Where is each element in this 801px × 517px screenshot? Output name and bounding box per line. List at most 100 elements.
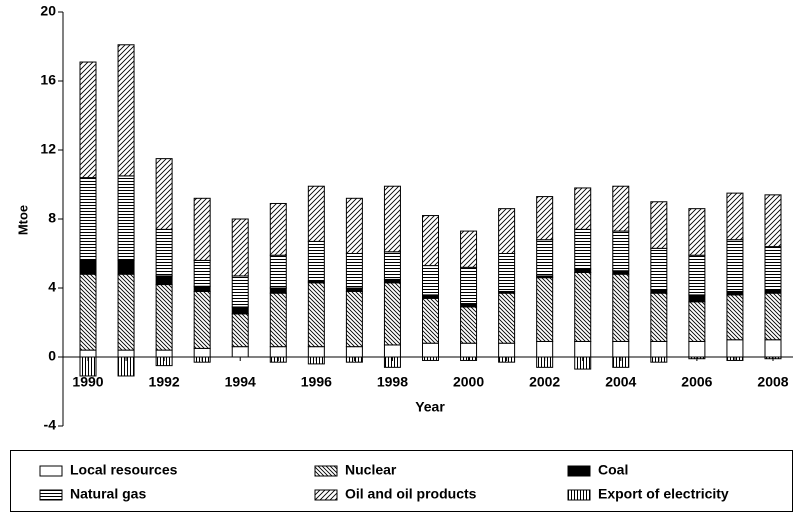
y-tick-label: 0 <box>48 348 56 364</box>
bar-segment <box>231 218 249 277</box>
y-tick-label: -4 <box>44 417 57 433</box>
bar-segment <box>612 185 630 232</box>
x-tick-label: 2006 <box>681 374 712 390</box>
bar-segment <box>726 192 744 241</box>
bar-segment <box>307 240 325 282</box>
x-tick-label: 2004 <box>605 374 636 390</box>
bar-segment <box>269 254 287 289</box>
bar-segment <box>117 175 135 261</box>
bar-segment <box>79 177 97 261</box>
bar-segment <box>460 342 478 358</box>
bar-segment <box>764 339 782 358</box>
y-tick-label: 8 <box>48 210 56 226</box>
bar-segment <box>193 347 211 358</box>
bar-segment <box>650 340 668 358</box>
y-tick-label: 20 <box>40 3 56 19</box>
bar-segment <box>726 239 744 292</box>
bar-segment <box>612 340 630 358</box>
legend-swatch <box>567 489 591 501</box>
bar-segment <box>422 294 439 299</box>
x-tick-label: 1990 <box>72 374 103 390</box>
bar-segment <box>193 197 211 261</box>
bar-segment <box>383 278 401 284</box>
bar-segment <box>460 266 478 305</box>
bar-segment <box>498 208 516 254</box>
bar-segment <box>498 253 516 292</box>
y-tick-label: 12 <box>40 141 56 157</box>
bar-segment <box>79 61 97 179</box>
bar-segment <box>79 349 97 358</box>
x-tick-label: 1992 <box>149 374 180 390</box>
bar-segment <box>193 259 211 287</box>
bar-segment <box>79 273 97 351</box>
y-axis-label: Mtoe <box>15 205 30 235</box>
bar-segment <box>383 282 401 346</box>
bar-segment <box>650 289 668 294</box>
bar-segment <box>422 297 439 344</box>
bar-segment <box>193 285 211 292</box>
x-tick-label: 1994 <box>225 374 256 390</box>
bar-segment <box>155 158 173 230</box>
bar-segment <box>155 228 173 277</box>
bar-segment <box>345 346 363 358</box>
x-axis-label: Year <box>415 399 445 415</box>
bar-segment <box>383 251 401 280</box>
legend-label: Coal <box>598 462 628 478</box>
bar-segment <box>117 259 135 275</box>
y-tick-label: 4 <box>48 279 56 295</box>
legend-label: Local resources <box>70 462 178 478</box>
bar-segment <box>688 301 706 342</box>
bar-segment <box>574 268 592 273</box>
legend-swatch <box>314 489 338 501</box>
bar-segment <box>726 339 744 358</box>
bar-segment <box>117 44 135 177</box>
bar-segment <box>345 287 363 292</box>
bar-segment <box>536 340 554 358</box>
bar-segment <box>345 197 363 255</box>
bar-segment <box>307 346 325 358</box>
y-tick-label: 16 <box>40 72 56 88</box>
bar-segment <box>155 284 173 351</box>
bar-segment <box>536 277 554 342</box>
bar-segment <box>688 254 706 296</box>
legend-label: Export of electricity <box>598 486 729 502</box>
bar-segment <box>726 294 744 341</box>
bar-segment <box>422 215 439 267</box>
legend-swatch <box>314 465 338 477</box>
bar-segment <box>612 273 630 342</box>
x-tick-label: 1996 <box>301 374 332 390</box>
bar-segment <box>536 239 554 277</box>
bar-segment <box>422 342 439 358</box>
legend-label: Oil and oil products <box>345 486 477 502</box>
bar-segment <box>688 208 706 256</box>
bar-segment <box>345 253 363 289</box>
legend-swatch <box>567 465 591 477</box>
bar-segment <box>574 228 592 270</box>
bar-segment <box>726 290 744 296</box>
x-tick-label: 2008 <box>757 374 788 390</box>
bar-segment <box>498 292 516 344</box>
legend-label: Natural gas <box>70 486 146 502</box>
bar-segment <box>231 313 249 348</box>
legend-swatch <box>39 489 63 501</box>
bar-segment <box>307 185 325 242</box>
x-tick-label: 2002 <box>529 374 560 390</box>
bar-segment <box>536 196 554 241</box>
bar-segment <box>155 349 173 358</box>
bar-segment <box>460 306 478 344</box>
bar-segment <box>574 271 592 342</box>
bar-segment <box>231 275 249 308</box>
bar-segment <box>193 290 211 349</box>
legend-box <box>10 450 793 512</box>
bar-segment <box>307 282 325 348</box>
x-tick-label: 2000 <box>453 374 484 390</box>
bar-segment <box>764 194 782 248</box>
bar-segment <box>650 292 668 342</box>
bar-segment <box>117 349 135 358</box>
bar-segment <box>612 230 630 272</box>
legend-swatch <box>39 465 63 477</box>
bar-segment <box>688 340 706 358</box>
bar-segment <box>269 292 287 348</box>
bar-segment <box>460 303 478 308</box>
